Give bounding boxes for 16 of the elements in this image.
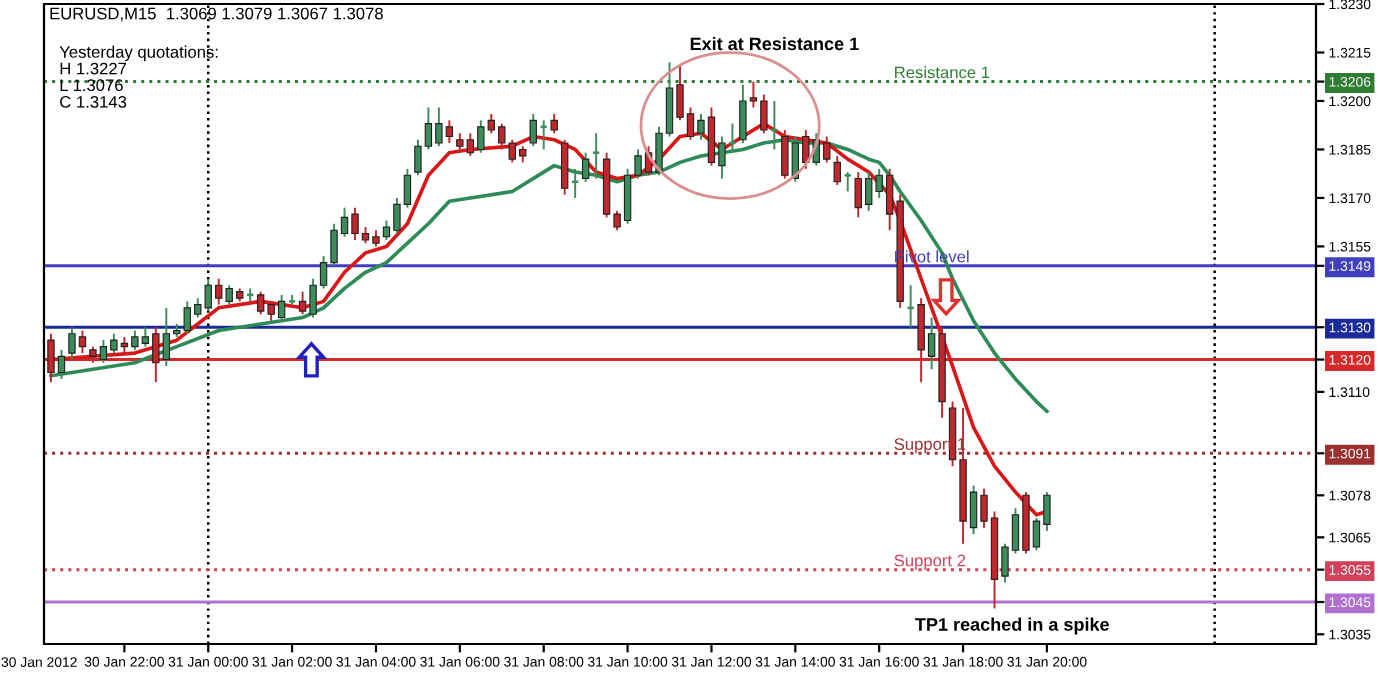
annotation: TP1 reached in a spike bbox=[915, 617, 1109, 635]
annotation: L 1.3076 bbox=[60, 79, 123, 92]
annotation: Exit at Resistance 1 bbox=[690, 36, 859, 51]
candlestick bbox=[550, 112, 558, 135]
annotation: C 1.3143 bbox=[60, 95, 127, 108]
candlestick bbox=[560, 138, 569, 196]
annotation: H 1.3227 bbox=[60, 62, 127, 75]
candlestick bbox=[843, 171, 853, 193]
ref-line-label: Resistance 1 bbox=[895, 66, 990, 79]
candlestick bbox=[529, 112, 537, 148]
candlestick bbox=[833, 154, 841, 186]
annotation: Yesterday quotations: bbox=[59, 45, 218, 62]
candlestick bbox=[591, 132, 601, 180]
ref-line-label: Support 2 bbox=[894, 554, 966, 570]
candlestick bbox=[581, 151, 590, 183]
chart-title: EURUSD,M15 1.3069 1.3079 1.3067 1.3078 bbox=[50, 7, 383, 22]
